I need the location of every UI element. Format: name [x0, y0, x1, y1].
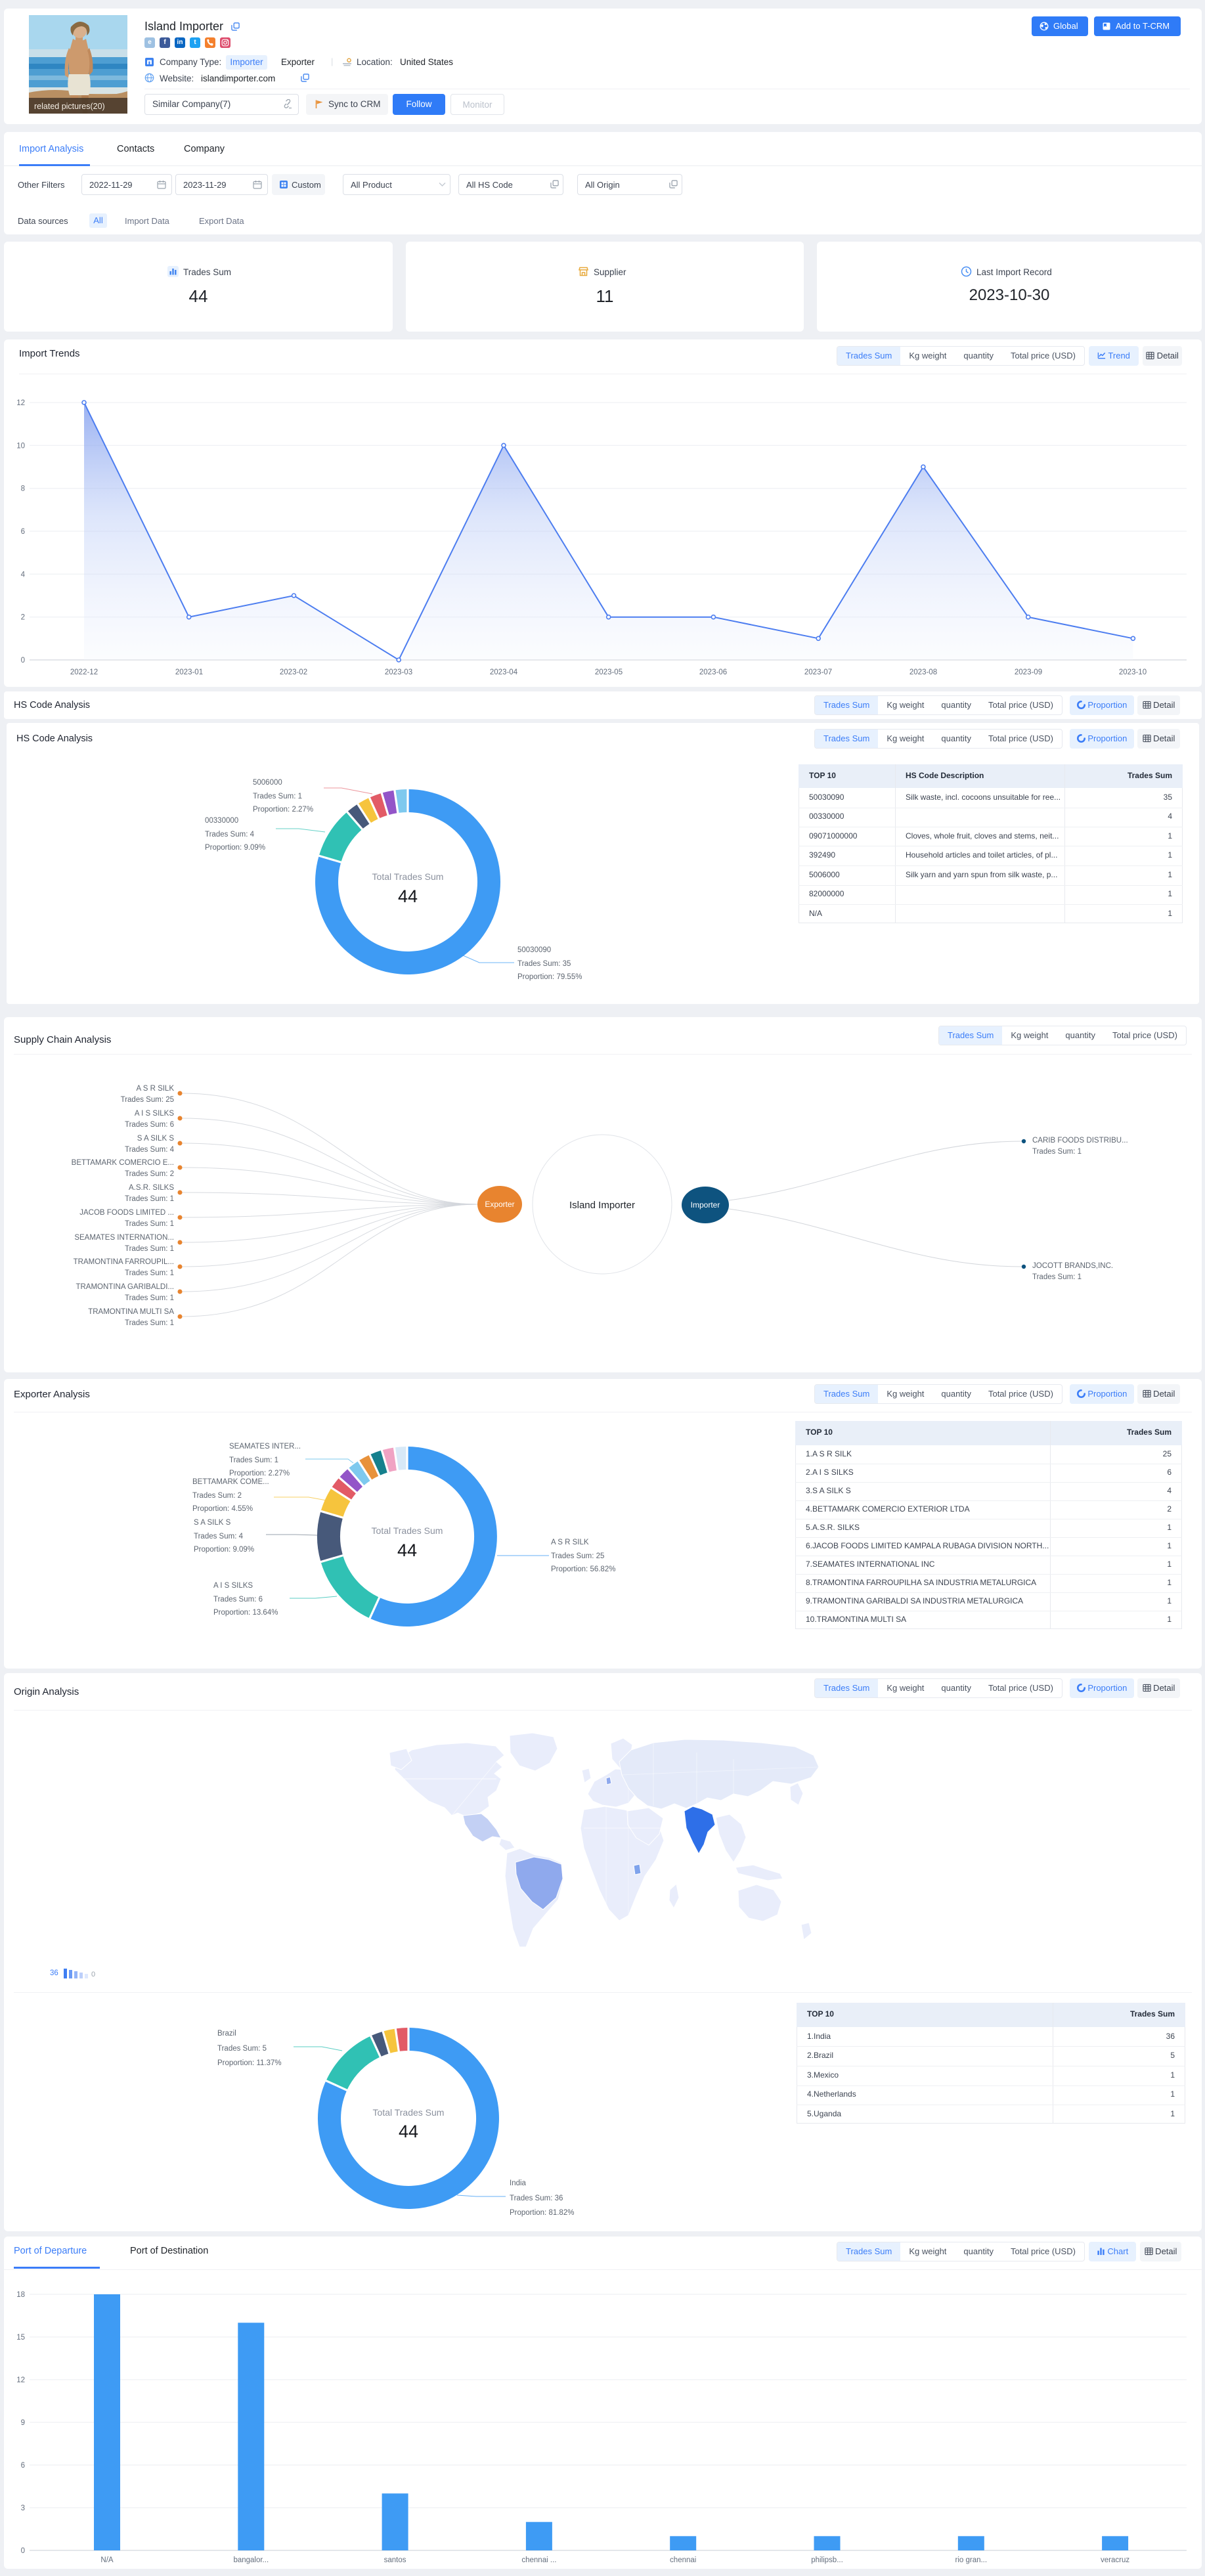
- svg-text:Exporter: Exporter: [485, 1200, 514, 1209]
- svg-text:2023-04: 2023-04: [490, 668, 518, 676]
- svg-text:chennai: chennai: [670, 2556, 696, 2564]
- svg-text:santos: santos: [384, 2556, 406, 2564]
- svg-text:Importer: Importer: [691, 1200, 720, 1210]
- svg-text:0: 0: [21, 657, 25, 665]
- svg-text:2023-06: 2023-06: [699, 668, 727, 676]
- svg-text:2023-05: 2023-05: [595, 668, 623, 676]
- svg-text:2023-09: 2023-09: [1015, 668, 1042, 676]
- svg-text:6: 6: [21, 528, 25, 536]
- svg-text:2023-10: 2023-10: [1119, 668, 1147, 676]
- svg-text:2022-12: 2022-12: [70, 668, 98, 676]
- svg-text:2: 2: [21, 614, 25, 622]
- svg-text:12: 12: [16, 399, 25, 407]
- svg-text:6: 6: [21, 2462, 25, 2470]
- svg-text:18: 18: [16, 2291, 25, 2299]
- svg-text:philipsb...: philipsb...: [811, 2556, 843, 2564]
- svg-text:3: 3: [21, 2504, 25, 2512]
- svg-text:2023-07: 2023-07: [804, 668, 832, 676]
- svg-text:chennai ...: chennai ...: [521, 2556, 556, 2564]
- svg-text:10: 10: [16, 442, 25, 450]
- svg-text:0: 0: [21, 2547, 25, 2555]
- svg-text:4: 4: [21, 571, 26, 579]
- svg-text:N/A: N/A: [100, 2556, 114, 2564]
- svg-text:veracruz: veracruz: [1101, 2556, 1129, 2564]
- svg-text:rio gran...: rio gran...: [955, 2556, 988, 2564]
- svg-text:8: 8: [21, 485, 25, 493]
- svg-text:2023-01: 2023-01: [175, 668, 203, 676]
- svg-text:12: 12: [16, 2376, 25, 2384]
- svg-text:Island Importer: Island Importer: [569, 1200, 635, 1211]
- svg-text:15: 15: [16, 2334, 25, 2342]
- svg-text:bangalor...: bangalor...: [233, 2556, 269, 2564]
- svg-text:related pictures(20): related pictures(20): [34, 102, 105, 111]
- svg-text:2023-08: 2023-08: [909, 668, 937, 676]
- svg-text:2023-03: 2023-03: [385, 668, 412, 676]
- svg-text:2023-02: 2023-02: [280, 668, 307, 676]
- svg-text:9: 9: [21, 2419, 25, 2427]
